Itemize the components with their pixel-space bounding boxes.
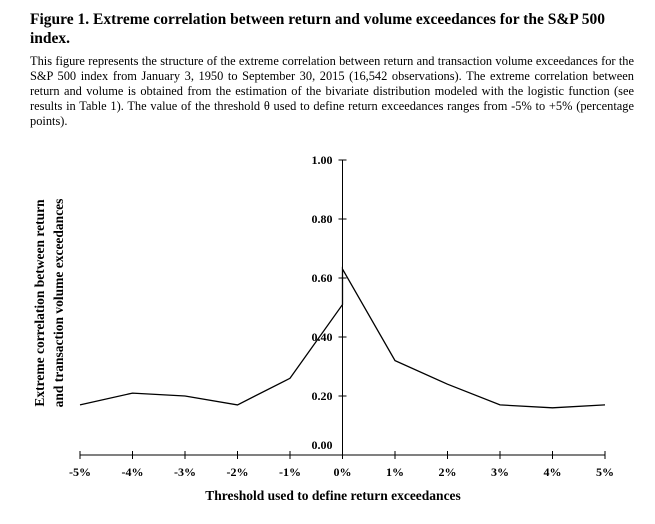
y-tick-label: 0.40: [312, 330, 333, 344]
y-tick-label: 0.20: [312, 389, 333, 403]
x-tick-label: 1%: [386, 465, 404, 479]
chart-axes: [80, 160, 605, 456]
figure-title: Figure 1. Extreme correlation between re…: [30, 10, 630, 48]
chart-ticks: -5% -4% -3% -2% -1% 0% 1% 2% 3% 4% 5% 0.00 0.20 0.40 0…: [69, 153, 614, 479]
figure-title-line2: index.: [30, 30, 71, 47]
x-tick-label: -1%: [279, 465, 301, 479]
x-tick-label: -4%: [122, 465, 144, 479]
figure-title-line1: Figure 1. Extreme correlation between re…: [30, 11, 605, 28]
y-tick-label: 1.00: [312, 153, 333, 167]
x-tick-label: -3%: [174, 465, 196, 479]
x-tick-label: 4%: [544, 465, 562, 479]
x-tick-label: 3%: [491, 465, 509, 479]
y-tick-label: 0.00: [312, 438, 333, 452]
y-tick-label: 0.80: [312, 212, 333, 226]
x-axis-title: Threshold used to define return exceedan…: [205, 488, 461, 503]
y-axis-title-line1: Extreme correlation between return: [32, 199, 47, 407]
x-tick-label: -2%: [227, 465, 249, 479]
y-tick-label: 0.60: [312, 271, 333, 285]
x-tick-label: 0%: [334, 465, 352, 479]
x-tick-label: -5%: [69, 465, 91, 479]
x-tick-label: 2%: [439, 465, 457, 479]
y-axis-title-line2: and transaction volume exceedances: [51, 199, 66, 408]
series-line: [79, 266, 606, 409]
figure-caption: This figure represents the structure of …: [30, 54, 634, 128]
x-tick-label: 5%: [596, 465, 614, 479]
